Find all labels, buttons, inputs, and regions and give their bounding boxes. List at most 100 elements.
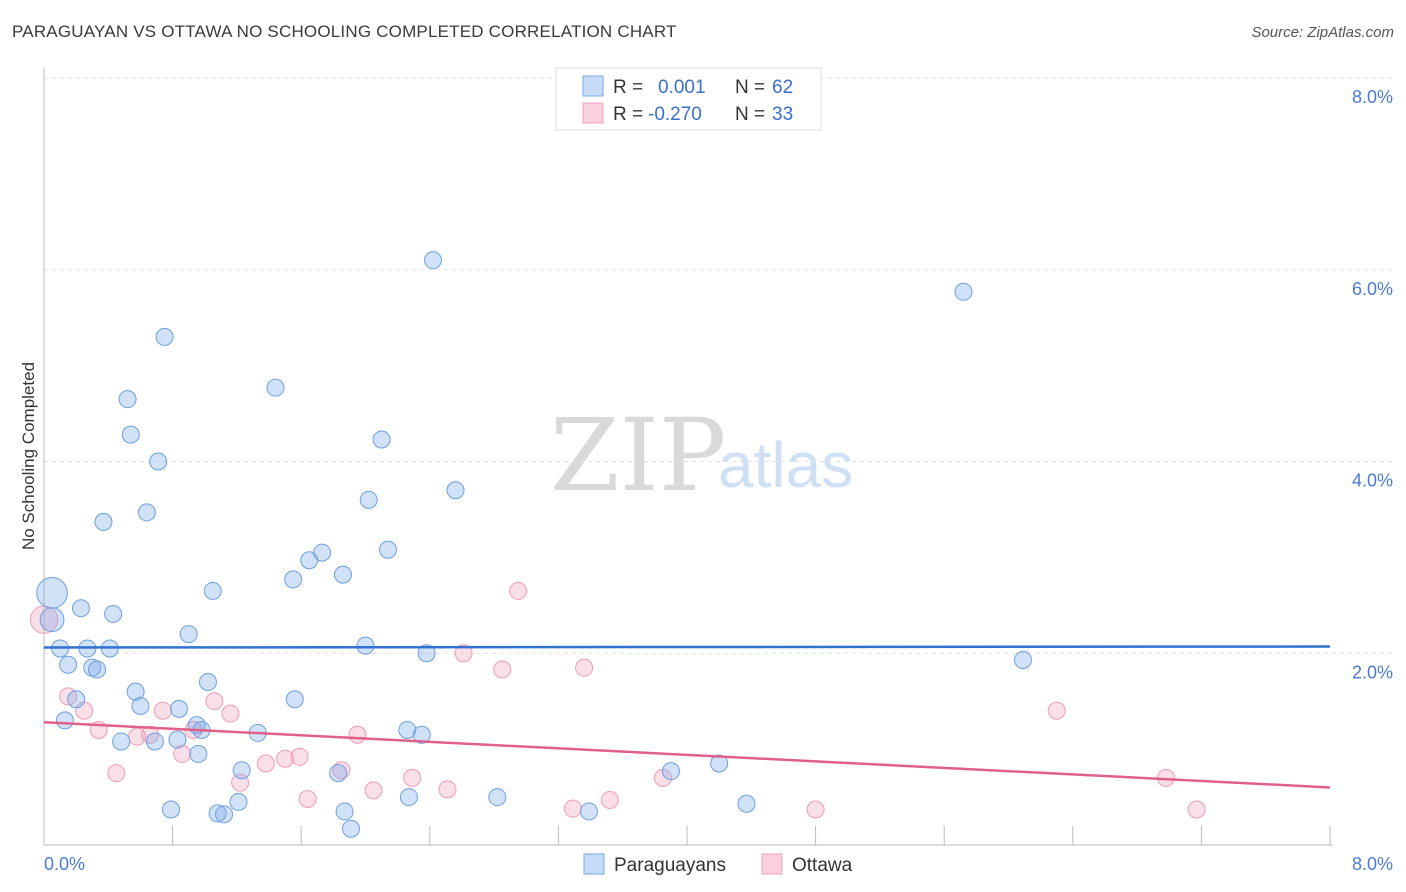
ottawa-point-17 <box>332 761 351 780</box>
paraguayan-point-37 <box>198 673 217 692</box>
bottom-legend-swatch-ottawa <box>761 853 783 875</box>
paraguayan-point-40 <box>417 644 436 663</box>
paraguayan-point-16 <box>145 732 164 751</box>
ottawa-point-23 <box>493 660 512 679</box>
paraguayan-point-38 <box>285 690 304 709</box>
paraguayan-point-49 <box>208 804 227 823</box>
ottawa-point-25 <box>563 799 582 818</box>
paraguayan-point-30 <box>379 540 398 559</box>
watermark: ZIP atlas <box>550 397 853 514</box>
paraguayan-point-23 <box>149 452 168 471</box>
ottawa-point-26 <box>575 658 594 677</box>
paraguayan-point-46 <box>399 788 418 807</box>
paraguayan-point-21 <box>118 390 137 409</box>
paraguayan-point-11 <box>67 690 86 709</box>
ottawa-point-32 <box>1187 800 1206 819</box>
paraguayan-point-54 <box>579 802 598 821</box>
paraguayan-point-39 <box>356 636 375 655</box>
y-tick-labels: 2.0% 4.0% 6.0% 8.0% <box>1352 87 1393 682</box>
axes <box>43 68 1333 846</box>
ottawa-point-13 <box>256 754 275 773</box>
paraguayan-point-14 <box>55 711 74 730</box>
watermark-zip: ZIP <box>550 397 726 514</box>
paraguayan-point-47 <box>488 788 507 807</box>
paraguayan-point-15 <box>112 732 131 751</box>
x-ticks <box>172 826 1331 845</box>
paraguayan-point-27 <box>266 378 285 397</box>
x-tick-label-max: 8.0% <box>1352 854 1393 874</box>
ottawa-point-10 <box>205 692 224 711</box>
paraguayan-point-3 <box>104 604 123 623</box>
y-tick-label-8: 8.0% <box>1352 87 1393 107</box>
ottawa-point-30 <box>1047 701 1066 720</box>
ottawa-trend-line <box>43 721 1331 789</box>
bottom-legend-ottawa: Ottawa <box>792 855 853 876</box>
paraguayan-point-25 <box>94 512 113 531</box>
legend-r-label-1: R = <box>613 77 643 98</box>
paraguayan-point-42 <box>412 725 431 744</box>
paraguayan-point-59 <box>446 481 465 500</box>
paraguayan-point-35 <box>203 581 222 600</box>
ottawa-point-11 <box>221 704 240 723</box>
paraguayan-point-34 <box>284 570 303 589</box>
paraguayan-point-61 <box>1013 650 1032 669</box>
paraguayan-point-33 <box>333 565 352 584</box>
paraguayan-point-24 <box>137 503 156 522</box>
bottom-legend: Paraguayans Ottawa <box>583 853 853 876</box>
paraguayan-point-51 <box>229 792 248 811</box>
ottawa-point-16 <box>298 789 317 808</box>
legend-n-label-1: N = <box>735 77 765 98</box>
ottawa-point-27 <box>600 790 619 809</box>
ottawa-point-8 <box>173 744 192 763</box>
paraguayan-point-26 <box>155 327 174 346</box>
paraguayan-point-41 <box>398 720 417 739</box>
ottawa-point-14 <box>276 749 295 768</box>
ottawa-points <box>29 581 1206 819</box>
paraguayan-point-53 <box>342 819 361 838</box>
paraguayan-point-56 <box>710 754 729 773</box>
paraguayan-point-20 <box>189 744 208 763</box>
chart-title: PARAGUAYAN VS OTTAWA NO SCHOOLING COMPLE… <box>12 22 677 41</box>
y-tick-label-4: 4.0% <box>1352 471 1393 491</box>
ottawa-point-15 <box>290 747 309 766</box>
paraguayan-point-32 <box>313 543 332 562</box>
ottawa-point-19 <box>364 781 383 800</box>
ottawa-point-29 <box>806 800 825 819</box>
bottom-legend-paraguayans: Paraguayans <box>614 855 726 876</box>
paraguayan-point-2 <box>71 599 90 618</box>
bottom-legend-swatch-paraguayans <box>583 853 605 875</box>
grid <box>44 77 1393 654</box>
ottawa-point-21 <box>438 780 457 799</box>
ottawa-point-22 <box>454 644 473 663</box>
paraguayan-point-52 <box>335 802 354 821</box>
legend-r-value-2: -0.270 <box>648 104 702 125</box>
ottawa-point-20 <box>403 768 422 787</box>
legend-swatch-ottawa <box>582 102 604 124</box>
paraguayan-point-1 <box>39 607 65 633</box>
paraguayan-point-13 <box>170 699 189 718</box>
paraguayan-point-44 <box>329 764 348 783</box>
paraguayan-point-28 <box>372 430 391 449</box>
paraguayan-points <box>36 251 1032 838</box>
legend-n-label-2: N = <box>735 104 765 125</box>
paraguayan-point-17 <box>168 730 187 749</box>
paraguayan-point-7 <box>59 655 78 674</box>
legend-n-value-1: 62 <box>772 77 793 98</box>
paraguayan-point-10 <box>126 682 145 701</box>
paraguayan-point-29 <box>359 490 378 509</box>
ottawa-point-24 <box>509 581 528 600</box>
paraguayan-point-22 <box>121 425 140 444</box>
legend-r-value-1: 0.001 <box>658 77 706 98</box>
paraguayan-point-50 <box>215 805 234 824</box>
ottawa-point-4 <box>107 764 126 783</box>
y-tick-label-6: 6.0% <box>1352 279 1393 299</box>
y-tick-label-2: 2.0% <box>1352 662 1393 682</box>
paraguayan-point-48 <box>161 800 180 819</box>
paraguayan-point-9 <box>88 660 107 679</box>
watermark-atlas: atlas <box>718 429 853 501</box>
paraguayan-point-57 <box>737 794 756 813</box>
source-label: Source: ZipAtlas.com <box>1251 24 1394 41</box>
paraguayan-point-12 <box>131 696 150 715</box>
y-axis-title: No Schooling Completed <box>19 362 38 550</box>
